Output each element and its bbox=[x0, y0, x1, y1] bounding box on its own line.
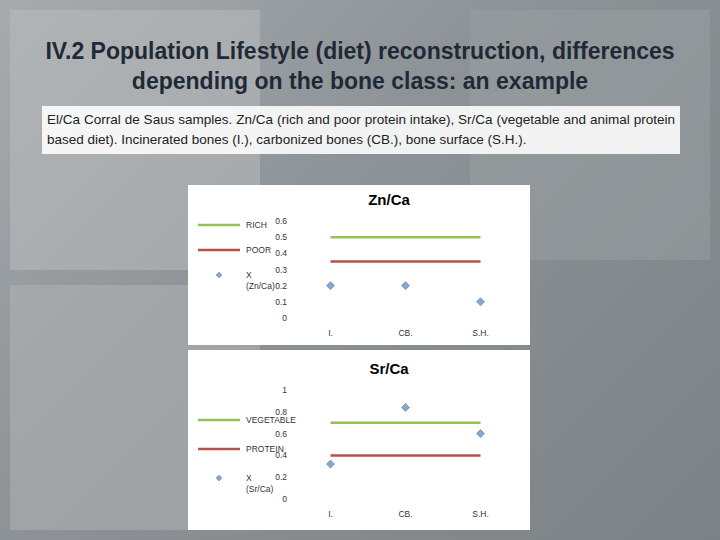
y-tick-label: 0.4 bbox=[275, 248, 287, 258]
data-point bbox=[327, 460, 335, 468]
chart-area bbox=[188, 185, 530, 345]
series-line bbox=[331, 454, 481, 457]
marks bbox=[327, 237, 485, 306]
x-tick-label: CB. bbox=[398, 509, 412, 519]
legend-swatch bbox=[216, 475, 222, 481]
x-tick-label: I. bbox=[328, 509, 333, 519]
legend-swatch bbox=[198, 249, 240, 252]
x-tick-label: S.H. bbox=[472, 328, 489, 338]
legend-label: X(Sr/Ca) bbox=[246, 473, 274, 494]
legend-swatch bbox=[198, 224, 240, 227]
series-line bbox=[331, 421, 481, 424]
y-tick-label: 0 bbox=[282, 313, 287, 323]
legend-label: RICH bbox=[246, 220, 267, 230]
y-tick-label: 0.2 bbox=[275, 281, 287, 291]
data-point bbox=[402, 282, 410, 290]
series-line bbox=[331, 236, 481, 239]
y-tick-label: 0.5 bbox=[275, 232, 287, 242]
legend-label: PROTEIN bbox=[246, 444, 284, 454]
y-tick-label: 0.3 bbox=[275, 265, 287, 275]
data-point bbox=[327, 282, 335, 290]
y-tick-label: 0.2 bbox=[275, 472, 287, 482]
x-tick-label: CB. bbox=[398, 328, 412, 338]
y-tick-label: 0 bbox=[282, 494, 287, 504]
y-tick-label: 1 bbox=[282, 385, 287, 395]
slide-text: El/Ca Corral de Saus samples. Zn/Ca (ric… bbox=[42, 106, 680, 154]
series-line bbox=[331, 260, 481, 263]
legend-swatch bbox=[216, 272, 222, 278]
x-tick-label: S.H. bbox=[472, 509, 489, 519]
y-tick-label: 0.1 bbox=[275, 297, 287, 307]
legend-label: POOR bbox=[246, 245, 271, 255]
chart-canvas: Zn/Ca 0 0.1 0.2 0.3 0.4 0.5 0.6 I. CB. S.H. RICH POO… bbox=[0, 0, 720, 540]
y-tick-label: 0.6 bbox=[275, 429, 287, 439]
slide-title: IV.2 Population Lifestyle (diet) reconst… bbox=[20, 36, 700, 96]
chart-title: Sr/Ca bbox=[369, 360, 409, 377]
legend-swatch bbox=[198, 448, 240, 451]
legend-label: X(Zn/Ca) bbox=[246, 270, 275, 291]
data-point bbox=[477, 430, 485, 438]
chart-title: Zn/Ca bbox=[368, 191, 410, 208]
y-tick-label: 0.6 bbox=[275, 216, 287, 226]
data-point bbox=[477, 298, 485, 306]
chart: Zn/Ca 0 0.1 0.2 0.3 0.4 0.5 0.6 I. CB. S.H. RICH POO… bbox=[188, 185, 530, 345]
x-tick-label: I. bbox=[328, 328, 333, 338]
legend-swatch bbox=[198, 419, 240, 422]
data-point bbox=[402, 403, 410, 411]
marks bbox=[327, 403, 485, 468]
chart: Sr/Ca00.20.40.60.81I.CB.S.H.VEGETABLEPRO… bbox=[188, 350, 530, 530]
chart-area bbox=[188, 350, 530, 530]
legend-label: VEGETABLE bbox=[246, 415, 296, 425]
